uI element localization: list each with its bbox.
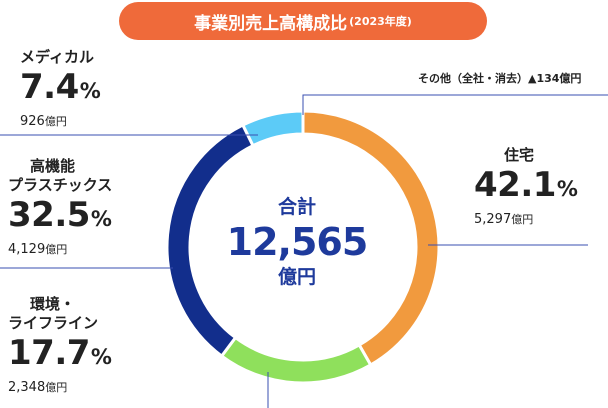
label-infra-pct: 17.7 bbox=[8, 333, 90, 373]
chart-title-main: 事業別売上高構成比 bbox=[194, 13, 348, 34]
chart-title: 事業別売上高構成比 (2023年度) bbox=[119, 2, 487, 40]
label-infra-name1: 環境・ bbox=[30, 295, 76, 313]
label-housing-name: 住宅 bbox=[504, 146, 535, 164]
chart-title-sub: (2023年度) bbox=[349, 15, 412, 28]
total-unit: 億円 bbox=[277, 266, 316, 288]
label-housing-pct-unit: % bbox=[556, 177, 578, 201]
label-housing-pct: 42.1 bbox=[474, 165, 556, 205]
label-infra: 環境・ ライフライン 17.7% 2,348億円 bbox=[8, 295, 112, 397]
label-plastics-pct-unit: % bbox=[90, 207, 112, 231]
label-plastics-name1: 高機能 bbox=[30, 157, 76, 175]
total-label: 合計 bbox=[277, 196, 316, 218]
label-plastics-amount: 4,129 bbox=[8, 242, 46, 257]
label-infra-pct-unit: % bbox=[90, 345, 112, 369]
donut-segments bbox=[165, 109, 441, 385]
label-medical-name: メディカル bbox=[20, 48, 94, 66]
label-housing-amount: 5,297 bbox=[474, 212, 512, 227]
total-value: 12,565 bbox=[226, 220, 369, 264]
label-infra-amount-unit: 億円 bbox=[45, 381, 68, 394]
leader-line-other bbox=[302, 94, 608, 115]
label-plastics-amount-unit: 億円 bbox=[45, 243, 68, 256]
label-infra-amount: 2,348 bbox=[8, 380, 46, 395]
label-plastics-pct: 32.5 bbox=[8, 195, 90, 235]
label-housing-amount-unit: 億円 bbox=[511, 213, 534, 226]
label-medical-pct-unit: % bbox=[79, 79, 101, 103]
label-medical-amount-unit: 億円 bbox=[44, 115, 67, 128]
donut-slice-infra bbox=[219, 335, 373, 385]
leader-lines bbox=[0, 94, 608, 408]
donut-center-total: 合計 12,565 億円 bbox=[207, 195, 387, 289]
label-plastics-name2: プラスチックス bbox=[8, 176, 113, 194]
label-medical: メディカル 7.4% 926億円 bbox=[20, 48, 101, 131]
label-medical-amount: 926 bbox=[20, 114, 45, 129]
label-plastics: 高機能 プラスチックス 32.5% 4,129億円 bbox=[8, 157, 112, 259]
label-infra-name2: ライフライン bbox=[8, 314, 99, 332]
label-medical-pct: 7.4 bbox=[20, 67, 79, 107]
label-housing: 住宅 42.1% 5,297億円 bbox=[474, 146, 578, 229]
label-other: その他（全社・消去）▲134億円 bbox=[418, 72, 582, 85]
donut-slice-medical bbox=[240, 109, 305, 148]
